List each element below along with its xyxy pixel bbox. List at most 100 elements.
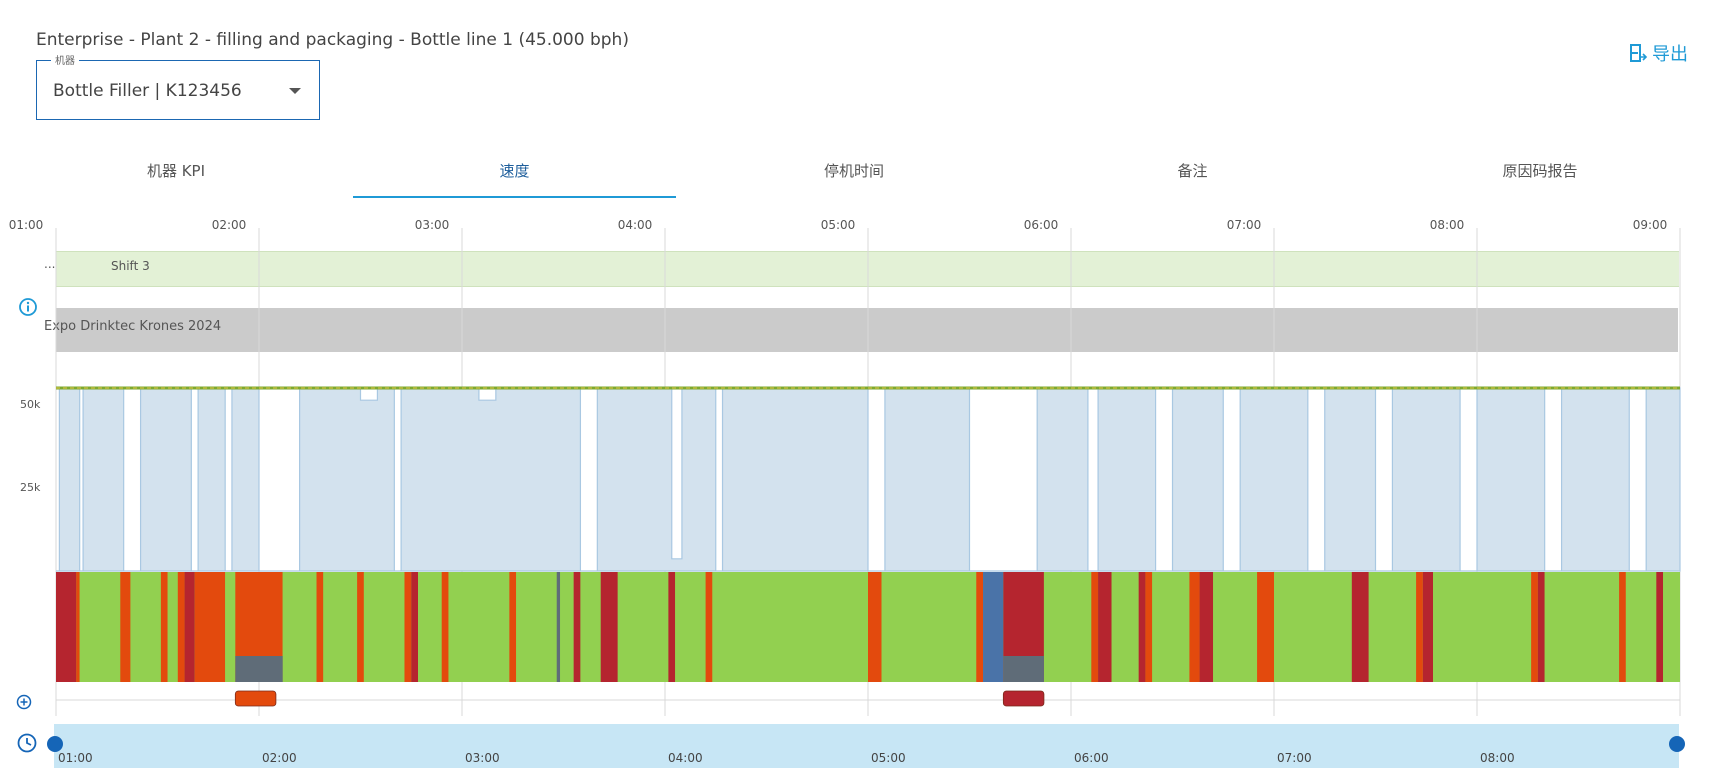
state-segment-fault [1416,572,1423,682]
state-segment-running [675,572,706,682]
state-segment-fault [1531,572,1538,682]
state-segment-stop-red [573,572,581,682]
scroller-tick-label: 08:00 [1480,751,1515,765]
time-tick-label: 08:00 [1429,218,1465,232]
scroller-tick-label: 02:00 [262,751,297,765]
state-segment-running [79,572,121,682]
scroller-tick-label: 05:00 [871,751,906,765]
state-segment-fault [194,572,226,682]
state-segment-fault [177,572,185,682]
export-label: 导出 [1652,44,1688,65]
state-segment-running [282,572,317,682]
time-range-scroller[interactable] [54,724,1679,768]
state-segment-stop-red [1098,572,1112,682]
y-axis-tick-label: 25k [20,481,41,494]
tab-speed[interactable]: 速度 [353,150,676,198]
state-segment-stop-red [411,572,419,682]
y-axis-tick-label: 50k [20,398,41,411]
state-subsegment-grey-state [235,656,283,682]
clock-icon[interactable] [17,733,37,757]
info-icon[interactable] [18,297,38,321]
tab-notes[interactable]: 备注 [1177,162,1208,180]
event-label: Expo Drinktec Krones 2024 [44,319,222,334]
state-segment-fault [120,572,131,682]
state-segment-stop-red [1351,572,1369,682]
state-segment-running [1433,572,1532,682]
time-tick-label: 05:00 [820,218,856,232]
time-tick-label: 09:00 [1632,218,1668,232]
state-segment-fault [1189,572,1200,682]
shift-label: Shift 3 [111,259,150,273]
state-segment-fault [316,572,324,682]
state-segment-stop-red [1422,572,1434,682]
scroller-tick-label: 01:00 [58,751,93,765]
time-tick-label: 06:00 [1023,218,1059,232]
state-segment-stop-red [1656,572,1664,682]
machine-select-legend: 机器 [51,52,79,67]
state-segment-fault [868,572,882,682]
state-segment-running [225,572,236,682]
state-segment-running [1111,572,1139,682]
state-segment-fault [1091,572,1099,682]
state-segment-blue-state [983,572,1004,682]
state-segment-fault [509,572,517,682]
tab-downtime[interactable]: 停机时间 [823,162,884,180]
zoom-in-icon[interactable] [16,694,32,714]
scroller-tick-label: 04:00 [668,751,703,765]
state-segment-fault [1257,572,1274,682]
state-segment-fault [441,572,449,682]
state-segment-running [1368,572,1417,682]
machine-select-value: Bottle Filler | K123456 [53,81,242,101]
state-segment-running [448,572,510,682]
state-bars [56,572,1680,682]
state-segment-running [1043,572,1092,682]
speed-area [56,386,1681,572]
state-segment-running [323,572,358,682]
export-icon [1628,43,1648,63]
state-segment-running [580,572,601,682]
range-start-handle[interactable] [47,736,63,752]
state-subsegment-grey-state [1003,656,1044,682]
state-segment-stop-red [1138,572,1146,682]
state-segment-running [363,572,405,682]
state-segment-running [516,572,557,682]
state-segment-fault [976,572,984,682]
state-segment-stop-red [1199,572,1214,682]
state-segment-fault [1619,572,1626,682]
marker-layer [234,690,1045,707]
time-tick-label: 03:00 [414,218,450,232]
state-segment-stop-red [184,572,195,682]
machine-select[interactable]: 机器 Bottle Filler | K123456 [36,52,320,120]
state-segment-stop-red [56,572,77,682]
time-tick-label: 04:00 [617,218,653,232]
state-segment-running [167,572,178,682]
state-segment-grey-state [556,572,561,682]
state-segment-running [1213,572,1258,682]
chevron-down-icon[interactable] [289,88,301,94]
state-segment-running [1274,572,1352,682]
tab-machine-kpi[interactable]: 机器 KPI [146,162,206,180]
event-bar[interactable] [56,308,1678,352]
time-tick-label: 02:00 [211,218,247,232]
time-tick-label: 07:00 [1226,218,1262,232]
state-segment-running [1544,572,1620,682]
speed-area-path [56,387,1681,572]
state-segment-running [1152,572,1190,682]
state-segment-running [1625,572,1657,682]
state-segment-running [881,572,977,682]
state-segment-fault [357,572,364,682]
state-segment-fault [705,572,713,682]
downtime-marker [234,690,277,707]
state-segment-running [1663,572,1680,682]
range-end-handle[interactable] [1669,736,1685,752]
state-segment-fault [160,572,168,682]
state-segment-fault [1145,572,1153,682]
state-segment-running [712,572,868,682]
state-segment-stop-red [1537,572,1545,682]
scroller-tick-label: 06:00 [1074,751,1109,765]
state-segment-running [418,572,442,682]
export-button[interactable]: 导出 [1628,40,1688,66]
state-segment-fault [76,572,80,682]
tab-reason-code-report[interactable]: 原因码报告 [1502,162,1578,180]
